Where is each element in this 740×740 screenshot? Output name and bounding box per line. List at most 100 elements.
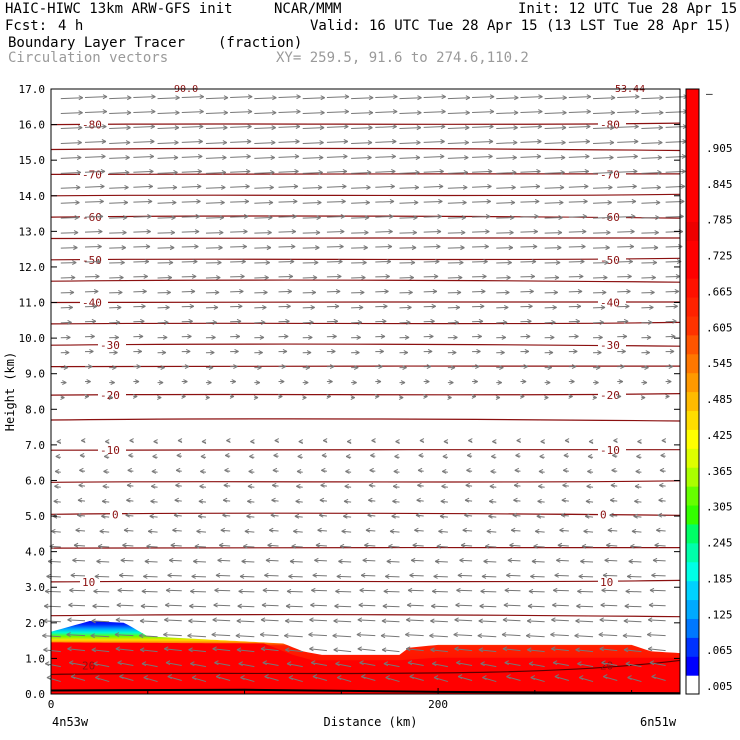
wind-vector: [119, 574, 134, 577]
wind-vector-head: [466, 467, 471, 473]
wind-vector-head: [122, 542, 127, 548]
wind-vector: [496, 232, 514, 234]
wind-vector-head: [548, 350, 554, 355]
wind-vector-head: [369, 467, 374, 473]
wind-vector: [309, 619, 327, 622]
wind-vector-head: [380, 333, 386, 339]
wind-vector-head: [661, 438, 667, 443]
wind-vector-head: [141, 303, 146, 309]
wind-vector: [60, 142, 82, 144]
wind-vector-head: [216, 275, 221, 280]
wind-vector-head: [342, 183, 347, 189]
wind-vector-head: [557, 542, 563, 548]
wind-vector-head: [535, 183, 541, 189]
wind-vector-head: [129, 438, 134, 443]
wind-vector-head: [460, 230, 466, 236]
wind-vector-head: [609, 155, 614, 160]
wind-vector-head: [93, 661, 98, 667]
wind-vector: [406, 648, 424, 652]
wind-vector-head: [520, 394, 525, 399]
wind-vector: [293, 530, 303, 533]
colorbar-swatch: [686, 353, 699, 374]
wind-vector-head: [214, 587, 219, 593]
wind-vector-head: [657, 170, 662, 175]
wind-vector-head: [461, 215, 467, 221]
wind-vector-head: [534, 214, 539, 219]
wind-vector-head: [616, 394, 622, 399]
wind-vector: [432, 663, 448, 668]
wind-vector: [51, 530, 61, 533]
wind-vector: [302, 171, 323, 174]
wind-vector-head: [294, 168, 299, 174]
wind-vector-head: [157, 395, 162, 400]
wind-vector-head: [430, 618, 435, 624]
wind-vector-head: [560, 512, 566, 518]
wind-vector-head: [413, 215, 418, 221]
wind-vector-head: [379, 349, 384, 354]
wind-vector-head: [296, 468, 302, 474]
wind-vector-head: [341, 528, 346, 534]
wind-vector: [641, 217, 660, 219]
wind-vector-head: [382, 603, 388, 609]
wind-vector-head: [174, 140, 179, 146]
wind-vector-head: [625, 661, 631, 667]
wind-vector-head: [464, 125, 470, 131]
wind-vector-head: [273, 452, 278, 458]
wind-vector-head: [152, 454, 157, 459]
wind-vector-head: [383, 303, 388, 309]
wind-vector-head: [102, 124, 107, 130]
wind-vector-head: [74, 215, 79, 221]
wind-vector: [580, 560, 594, 563]
isotherm-label: -40: [600, 297, 620, 310]
wind-vector-head: [597, 350, 602, 355]
wind-vector: [84, 215, 104, 218]
wind-vector-head: [538, 483, 543, 489]
tracer-core: [51, 642, 680, 694]
x-tick-label: 200: [428, 698, 448, 711]
wind-vector-head: [212, 617, 217, 623]
wind-vector-head: [419, 438, 425, 443]
wind-vector-head: [151, 94, 156, 100]
wind-vector-head: [488, 154, 493, 159]
wind-vector: [215, 574, 231, 577]
colorbar-swatch: [686, 259, 699, 279]
wind-vector: [260, 648, 279, 652]
wind-vector-head: [189, 603, 194, 609]
wind-vector: [551, 648, 569, 652]
wind-vector: [383, 663, 400, 668]
wind-vector-head: [66, 632, 71, 638]
colorbar-swatch: [686, 599, 699, 619]
wind-vector-head: [92, 303, 98, 309]
wind-vector-head: [266, 245, 272, 251]
wind-vector: [94, 575, 110, 578]
wind-vector: [447, 127, 470, 130]
wind-vector: [583, 530, 594, 533]
wind-vector-head: [337, 675, 342, 680]
wind-vector: [641, 186, 661, 189]
wind-vector: [230, 141, 252, 143]
wind-vector-head: [578, 274, 584, 279]
wind-vector: [230, 126, 252, 128]
wind-vector-head: [453, 335, 458, 340]
wind-vector-head: [146, 543, 151, 549]
wind-vector-head: [190, 288, 196, 294]
wind-vector: [399, 112, 422, 115]
wind-vector-head: [483, 558, 488, 564]
wind-vector-head: [513, 125, 518, 131]
wind-vector-head: [222, 497, 228, 503]
wind-vector: [211, 634, 231, 637]
wind-vector-head: [357, 646, 363, 652]
wind-vector-head: [392, 498, 397, 504]
wind-vector-head: [122, 215, 128, 221]
wind-vector-head: [595, 365, 601, 371]
wind-vector-head: [124, 185, 129, 190]
wind-vector-head: [598, 632, 604, 638]
wind-vector-head: [64, 350, 70, 355]
wind-vector: [196, 530, 207, 533]
wind-vector: [414, 529, 424, 532]
wind-vector-head: [381, 618, 387, 624]
wind-vector-head: [125, 155, 130, 160]
wind-vector-head: [392, 483, 398, 489]
wind-vector: [617, 200, 636, 203]
wind-vector-head: [313, 260, 319, 266]
